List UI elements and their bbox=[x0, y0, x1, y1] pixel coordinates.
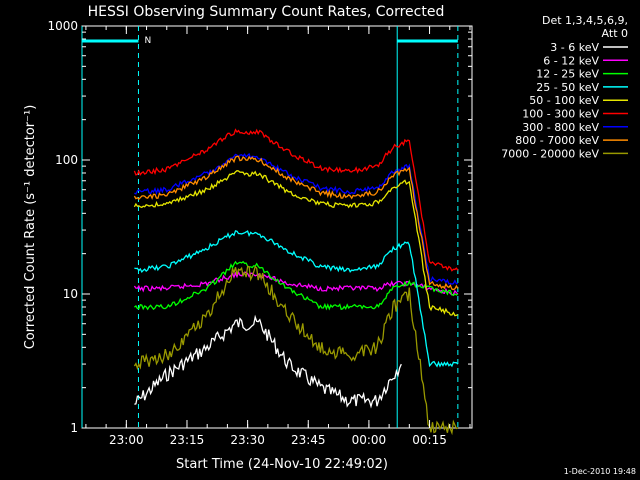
series-layer bbox=[133, 128, 459, 436]
legend-entry-label: 6 - 12 keV bbox=[543, 54, 599, 67]
legend-entry-label: 100 - 300 keV bbox=[522, 108, 599, 121]
flag-layer: N bbox=[81, 26, 459, 428]
x-tick-label: 23:45 bbox=[291, 433, 326, 447]
legend-entry-label: 3 - 6 keV bbox=[550, 41, 599, 54]
legend-entry-label: 50 - 100 keV bbox=[529, 94, 599, 107]
legend-entry-label: 25 - 50 keV bbox=[536, 81, 599, 94]
legend-entry-label: 800 - 7000 keV bbox=[515, 134, 599, 147]
series-line bbox=[134, 230, 459, 368]
y-tick-label: 10 bbox=[63, 287, 78, 301]
x-tick-label: 23:15 bbox=[170, 433, 205, 447]
series-line bbox=[133, 265, 459, 436]
y-tick-label: 1 bbox=[70, 421, 78, 435]
flag-label: N bbox=[144, 36, 151, 46]
x-tick-label: 23:00 bbox=[109, 433, 144, 447]
legend-entry-label: 12 - 25 keV bbox=[536, 68, 599, 81]
legend-header-line-1: Det 1,3,4,5,6,9, bbox=[542, 14, 628, 27]
series-line bbox=[133, 155, 459, 291]
series-line bbox=[133, 128, 459, 272]
footer-date: 1-Dec-2010 19:48 bbox=[564, 467, 636, 476]
x-tick-label: 00:00 bbox=[352, 433, 387, 447]
y-axis-label: Corrected Count Rate (s⁻¹ detector⁻¹) bbox=[23, 105, 38, 350]
axis-layer: 23:00 23:15 23:30 23:45 00:00 00:15 1 10 100 1000 bbox=[47, 19, 472, 447]
chart-title: HESSI Observing Summary Count Rates, Cor… bbox=[88, 4, 445, 20]
x-tick-label: 23:30 bbox=[230, 433, 265, 447]
series-line bbox=[134, 314, 402, 409]
x-tick-label: 00:15 bbox=[412, 433, 447, 447]
legend-entry-label: 7000 - 20000 keV bbox=[501, 147, 599, 160]
series-line bbox=[134, 260, 459, 311]
series-line bbox=[133, 170, 459, 317]
series-line bbox=[134, 152, 459, 285]
legend-entry-label: 300 - 800 keV bbox=[522, 121, 599, 134]
y-tick-label: 1000 bbox=[47, 19, 78, 33]
legend-header-line-2: Att 0 bbox=[602, 27, 628, 40]
x-axis-label: Start Time (24-Nov-10 22:49:02) bbox=[176, 457, 388, 472]
y-tick-label: 100 bbox=[55, 153, 78, 167]
